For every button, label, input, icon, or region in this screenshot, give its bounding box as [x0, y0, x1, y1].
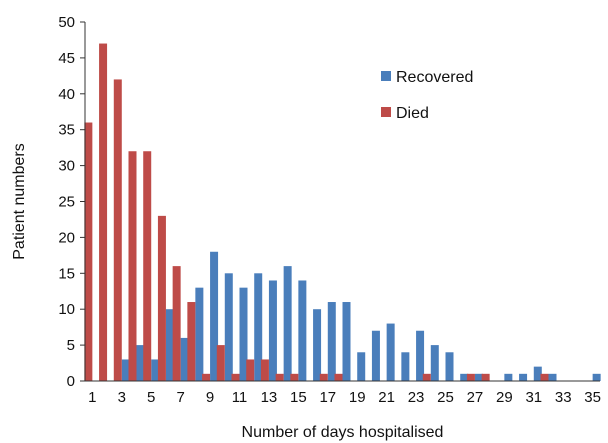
- bar-recovered-day-29: [504, 373, 513, 381]
- y-tick-label: 50: [58, 14, 75, 31]
- bar-recovered-day-26: [460, 373, 469, 381]
- bar-recovered-day-27: [474, 373, 483, 381]
- bar-died-day-13: [260, 359, 269, 381]
- y-tick-label: 0: [67, 373, 75, 390]
- y-tick-label: 35: [58, 122, 75, 139]
- x-axis-ticks: 1 3 5 7 9 11 13 15 17 19 21 23 25 27 29 31 33 35: [88, 389, 601, 406]
- bar-died-day-6: [157, 215, 166, 381]
- x-tick-label: 11: [232, 389, 248, 406]
- bar-recovered-day-18: [342, 302, 351, 381]
- bar-died-day-24: [422, 373, 431, 381]
- x-tick-label: 25: [437, 389, 454, 406]
- bar-died-day-4: [128, 151, 137, 381]
- x-tick-label: 1: [88, 389, 96, 406]
- bar-recovered-day-10: [224, 273, 233, 381]
- y-tick-label: 45: [58, 50, 75, 67]
- x-tick-label: 27: [467, 389, 484, 406]
- bar-died-day-14: [275, 373, 284, 381]
- bar-recovered-day-31: [533, 366, 542, 381]
- bar-recovered-day-16: [313, 309, 322, 381]
- x-tick-label: 13: [261, 389, 278, 406]
- bar-recovered-day-12: [254, 273, 263, 381]
- bar-died-day-8: [187, 302, 196, 381]
- y-tick-label: 20: [58, 229, 75, 246]
- x-tick-label: 5: [147, 389, 155, 406]
- y-tick-label: 25: [58, 194, 75, 211]
- bar-recovered-day-5: [151, 359, 160, 381]
- bar-recovered-day-11: [239, 287, 248, 381]
- legend-swatch-died: [381, 107, 391, 117]
- y-tick-label: 40: [58, 86, 75, 103]
- legend-swatch-recovered: [381, 71, 391, 81]
- x-tick-label: 31: [525, 389, 542, 406]
- y-axis-ticks: 0 5 10 15 20 25 30 35 40 45 50: [58, 14, 85, 390]
- x-tick-label: 7: [176, 389, 184, 406]
- x-tick-label: 21: [378, 389, 395, 406]
- x-tick-label: 15: [290, 389, 307, 406]
- bar-died-day-2: [99, 43, 108, 381]
- x-axis-title: Number of days hospitalised: [242, 424, 444, 441]
- bars-layer: [84, 43, 601, 382]
- bar-recovered-day-35: [592, 373, 601, 381]
- bar-recovered-day-22: [401, 352, 410, 381]
- bar-recovered-day-25: [445, 352, 454, 381]
- y-axis-title: Patient numbers: [11, 143, 28, 260]
- y-tick-label: 10: [58, 301, 75, 318]
- bar-recovered-day-30: [519, 373, 528, 381]
- bar-recovered-day-32: [548, 373, 557, 381]
- bar-died-day-28: [481, 373, 490, 381]
- x-tick-label: 9: [206, 389, 214, 406]
- x-tick-label: 3: [118, 389, 126, 406]
- bar-died-day-15: [290, 373, 299, 381]
- bar-recovered-day-4: [136, 345, 145, 381]
- y-tick-label: 30: [58, 158, 75, 175]
- x-tick-label: 29: [496, 389, 513, 406]
- bar-recovered-day-19: [357, 352, 366, 381]
- bar-died-day-27: [466, 373, 475, 381]
- bar-died-day-18: [334, 373, 343, 381]
- bar-died-day-10: [216, 345, 225, 381]
- bar-recovered-day-13: [268, 280, 277, 381]
- bar-died-day-32: [540, 373, 549, 381]
- bar-recovered-day-6: [165, 309, 174, 381]
- x-tick-label: 23: [408, 389, 425, 406]
- bar-recovered-day-9: [210, 251, 219, 381]
- bar-died-day-1: [84, 122, 93, 382]
- bar-recovered-day-3: [121, 359, 130, 381]
- bar-recovered-day-20: [371, 330, 380, 381]
- bar-recovered-day-15: [298, 280, 307, 381]
- y-tick-label: 5: [67, 337, 75, 354]
- bar-died-day-9: [202, 373, 211, 381]
- bar-recovered-day-21: [386, 323, 395, 381]
- x-tick-label: 17: [319, 389, 336, 406]
- x-tick-label: 35: [584, 389, 601, 406]
- legend-label-died: Died: [396, 105, 429, 122]
- bar-recovered-day-7: [180, 337, 189, 381]
- bar-died-day-5: [143, 151, 152, 381]
- bar-died-day-7: [172, 266, 181, 381]
- bar-died-day-12: [246, 359, 255, 381]
- bar-died-day-3: [113, 79, 122, 381]
- bar-died-day-11: [231, 373, 240, 381]
- bar-died-day-17: [319, 373, 328, 381]
- x-tick-label: 33: [555, 389, 572, 406]
- x-tick-label: 19: [349, 389, 366, 406]
- bar-recovered-day-24: [430, 345, 439, 381]
- legend-label-recovered: Recovered: [396, 69, 473, 86]
- bar-recovered-day-17: [327, 302, 336, 381]
- y-tick-label: 15: [58, 265, 75, 282]
- bar-recovered-day-23: [416, 330, 425, 381]
- legend: Recovered Died: [381, 69, 473, 122]
- bar-recovered-day-8: [195, 287, 204, 381]
- bar-recovered-day-14: [283, 266, 292, 381]
